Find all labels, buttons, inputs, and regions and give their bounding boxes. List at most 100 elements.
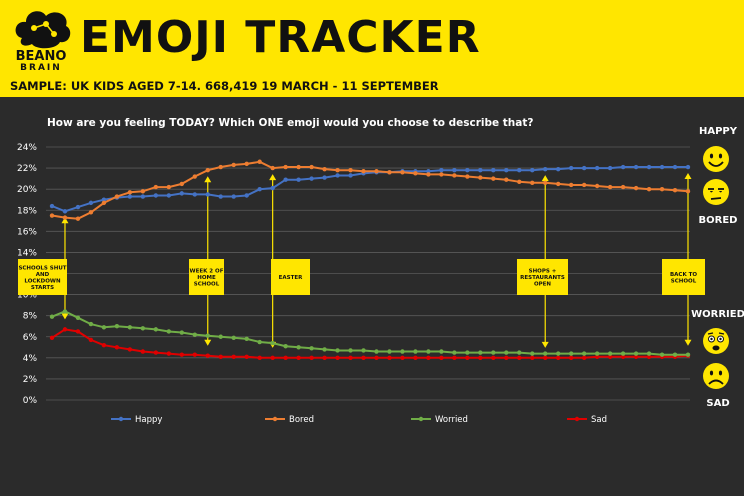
data-point xyxy=(685,352,691,357)
data-point xyxy=(283,344,288,349)
data-point xyxy=(646,354,652,359)
data-point xyxy=(335,355,340,361)
data-point xyxy=(478,175,483,180)
data-point xyxy=(633,354,639,359)
data-point xyxy=(166,193,172,198)
annotation-box xyxy=(18,259,67,295)
data-point xyxy=(270,185,275,191)
data-point xyxy=(659,186,665,192)
data-point xyxy=(478,167,483,173)
series-bored xyxy=(49,159,691,221)
data-point xyxy=(205,333,210,338)
data-point xyxy=(426,349,431,354)
data-point xyxy=(568,182,574,188)
worried-label: WORRIED xyxy=(691,309,744,320)
chart-question: How are you feeling TODAY? Which ONE emo… xyxy=(47,117,533,129)
data-point xyxy=(556,181,561,187)
data-point xyxy=(517,179,522,184)
data-point xyxy=(426,169,431,174)
data-point xyxy=(127,190,133,195)
data-point xyxy=(335,167,340,173)
data-point xyxy=(568,351,574,356)
data-point xyxy=(179,191,184,196)
data-point xyxy=(361,169,366,174)
annotation-arrowhead-down xyxy=(541,341,549,348)
annotation-arrowhead-up xyxy=(541,175,549,182)
data-point xyxy=(374,355,379,361)
annotation-text: HOME xyxy=(197,275,216,281)
data-point xyxy=(465,167,470,173)
series-line xyxy=(51,310,688,356)
data-point xyxy=(620,164,626,170)
data-point xyxy=(49,335,55,341)
data-point xyxy=(75,216,81,221)
data-point xyxy=(439,355,444,361)
data-point xyxy=(101,197,107,202)
data-point xyxy=(530,180,535,186)
data-point xyxy=(49,314,55,319)
sample-subtitle: SAMPLE: UK KIDS AGED 7-14. 668,419 19 MA… xyxy=(10,79,439,93)
data-point xyxy=(607,351,613,356)
data-point xyxy=(218,334,223,339)
data-point xyxy=(114,345,120,350)
data-point xyxy=(413,171,418,176)
data-point xyxy=(218,354,223,359)
legend-label: Worried xyxy=(435,415,468,425)
data-point xyxy=(179,352,184,357)
data-point xyxy=(413,349,418,354)
legend-label: Happy xyxy=(135,415,162,425)
data-point xyxy=(101,342,107,348)
bored-label: BORED xyxy=(699,215,738,226)
data-point xyxy=(439,167,444,173)
data-point xyxy=(244,161,249,167)
bored-face-icon xyxy=(703,179,729,205)
data-point xyxy=(439,349,444,354)
data-point xyxy=(322,166,327,172)
annotation-text: SCHOOL xyxy=(671,278,697,284)
data-point xyxy=(594,165,600,171)
data-point xyxy=(75,329,81,334)
data-point xyxy=(646,164,652,170)
annotation-arrowhead-up xyxy=(61,217,69,224)
annotation-text: STARTS xyxy=(31,285,54,291)
data-point xyxy=(231,194,236,199)
annotation-arrowhead-down xyxy=(61,313,69,320)
data-point xyxy=(179,330,184,335)
annotation-text: BACK TO xyxy=(670,272,697,278)
data-point xyxy=(543,355,548,361)
annotation-text: AND xyxy=(36,272,50,278)
happy-label: HAPPY xyxy=(699,126,738,137)
annotation-box xyxy=(189,259,224,295)
data-point xyxy=(205,192,210,197)
data-point xyxy=(140,189,146,194)
series-happy xyxy=(49,164,691,214)
data-point xyxy=(166,351,172,356)
data-point xyxy=(62,327,68,332)
data-point xyxy=(633,185,639,191)
data-point xyxy=(322,355,327,361)
data-point xyxy=(270,165,275,171)
data-point xyxy=(179,181,184,187)
data-point xyxy=(452,173,457,178)
y-tick-label: 16% xyxy=(17,227,37,237)
data-point xyxy=(581,355,587,361)
y-tick-label: 8% xyxy=(23,312,38,322)
legend-marker xyxy=(272,416,278,422)
legend-marker xyxy=(418,416,424,422)
legend-label: Bored xyxy=(289,415,314,425)
data-point xyxy=(257,159,262,164)
legend-marker xyxy=(574,416,580,422)
data-point xyxy=(114,324,120,329)
data-point xyxy=(153,184,159,190)
y-tick-label: 6% xyxy=(23,333,38,343)
data-point xyxy=(426,172,431,177)
data-point xyxy=(205,167,210,173)
sad-face-icon xyxy=(703,363,729,389)
data-point xyxy=(620,354,626,359)
data-point xyxy=(478,350,483,355)
brand-line1: BEANO xyxy=(16,49,67,64)
data-point xyxy=(491,176,496,181)
data-point xyxy=(672,164,678,170)
worried-face-icon xyxy=(703,328,729,354)
data-point xyxy=(361,348,366,353)
